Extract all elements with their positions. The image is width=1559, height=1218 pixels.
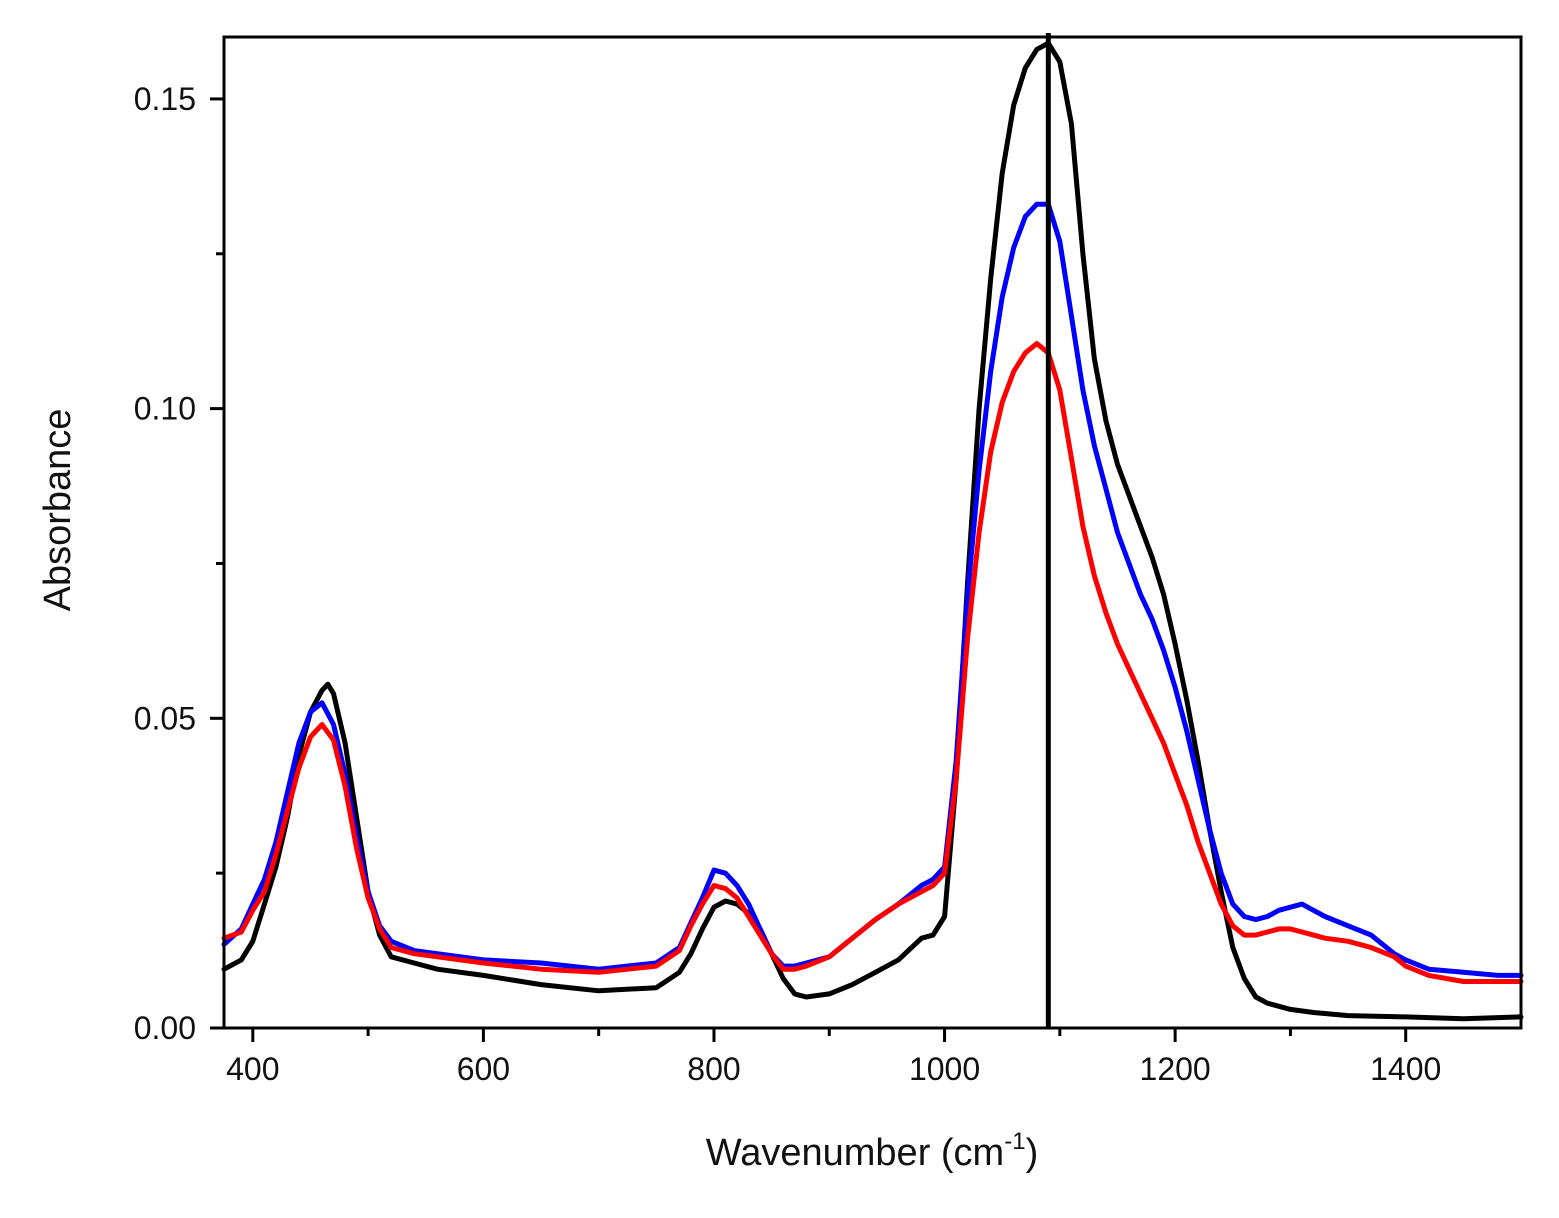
series-layer <box>221 40 1524 1022</box>
axis-ticks <box>210 97 1408 1042</box>
tick-labels: 400 600 800 1000 1200 1400 0.00 0.05 0.10 0.15 <box>134 81 1442 1087</box>
x-axis-title-main: Wavenumber (cm <box>706 1132 1004 1174</box>
x-tick-label: 1400 <box>1370 1051 1441 1087</box>
y-tick-label: 0.00 <box>134 1010 196 1046</box>
x-tick-label: 1200 <box>1140 1051 1211 1087</box>
x-tick-label: 1000 <box>909 1051 980 1087</box>
plot-frame <box>222 35 1523 1030</box>
x-axis-title-superscript: -1 <box>1004 1128 1025 1155</box>
series-line-black <box>221 40 1524 1022</box>
x-tick-label: 800 <box>687 1051 740 1087</box>
x-axis-title-close: ) <box>1026 1132 1039 1174</box>
x-tick-label: 400 <box>226 1051 279 1087</box>
series-line-red <box>221 341 1524 984</box>
y-tick-label: 0.05 <box>134 700 196 736</box>
series-line-blue <box>221 201 1524 978</box>
x-axis-title: Wavenumber (cm-1) <box>706 1128 1038 1174</box>
y-axis-title: Absorbance <box>37 409 79 612</box>
y-tick-label: 0.10 <box>134 391 196 427</box>
x-tick-label: 600 <box>457 1051 510 1087</box>
y-tick-label: 0.15 <box>134 81 196 117</box>
